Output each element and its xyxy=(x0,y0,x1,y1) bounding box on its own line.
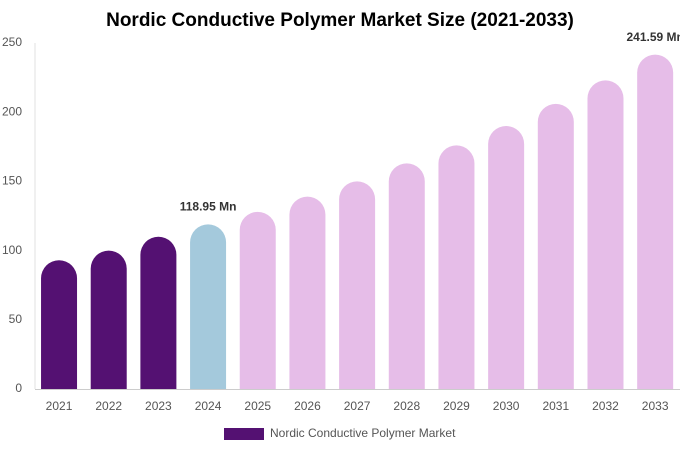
bar xyxy=(537,103,574,390)
x-tick-label: 2028 xyxy=(393,399,420,413)
y-tick-label: 200 xyxy=(2,104,22,118)
bar xyxy=(637,54,674,390)
legend-label: Nordic Conductive Polymer Market xyxy=(270,426,456,440)
x-tick-label: 2023 xyxy=(145,399,172,413)
y-tick-label: 100 xyxy=(2,243,22,257)
x-tick-label: 2032 xyxy=(592,399,619,413)
x-tick-label: 2021 xyxy=(46,399,73,413)
bar xyxy=(289,196,326,389)
bar xyxy=(239,211,276,389)
y-tick-label: 0 xyxy=(15,381,22,395)
x-tick-label: 2033 xyxy=(642,399,669,413)
bar xyxy=(488,126,525,390)
bar xyxy=(388,163,425,389)
x-tick-label: 2022 xyxy=(95,399,122,413)
data-label: 118.95 Mn xyxy=(180,200,237,214)
bar xyxy=(140,236,177,389)
bar xyxy=(438,145,475,389)
legend-swatch xyxy=(224,428,264,440)
x-tick-label: 2024 xyxy=(195,399,222,413)
x-tick-label: 2029 xyxy=(443,399,470,413)
bar xyxy=(190,224,227,389)
bar xyxy=(90,250,127,389)
x-tick-label: 2030 xyxy=(493,399,520,413)
y-tick-label: 150 xyxy=(2,174,22,188)
x-tick-label: 2026 xyxy=(294,399,321,413)
bar xyxy=(41,260,78,389)
bar xyxy=(587,80,624,390)
x-tick-label: 2025 xyxy=(244,399,271,413)
data-label: 241.59 Mn xyxy=(626,30,680,44)
x-tick-label: 2031 xyxy=(542,399,569,413)
bar xyxy=(339,181,376,389)
x-tick-label: 2027 xyxy=(344,399,371,413)
chart-title: Nordic Conductive Polymer Market Size (2… xyxy=(106,10,574,31)
y-tick-label: 250 xyxy=(2,35,22,49)
y-tick-label: 50 xyxy=(9,312,23,326)
